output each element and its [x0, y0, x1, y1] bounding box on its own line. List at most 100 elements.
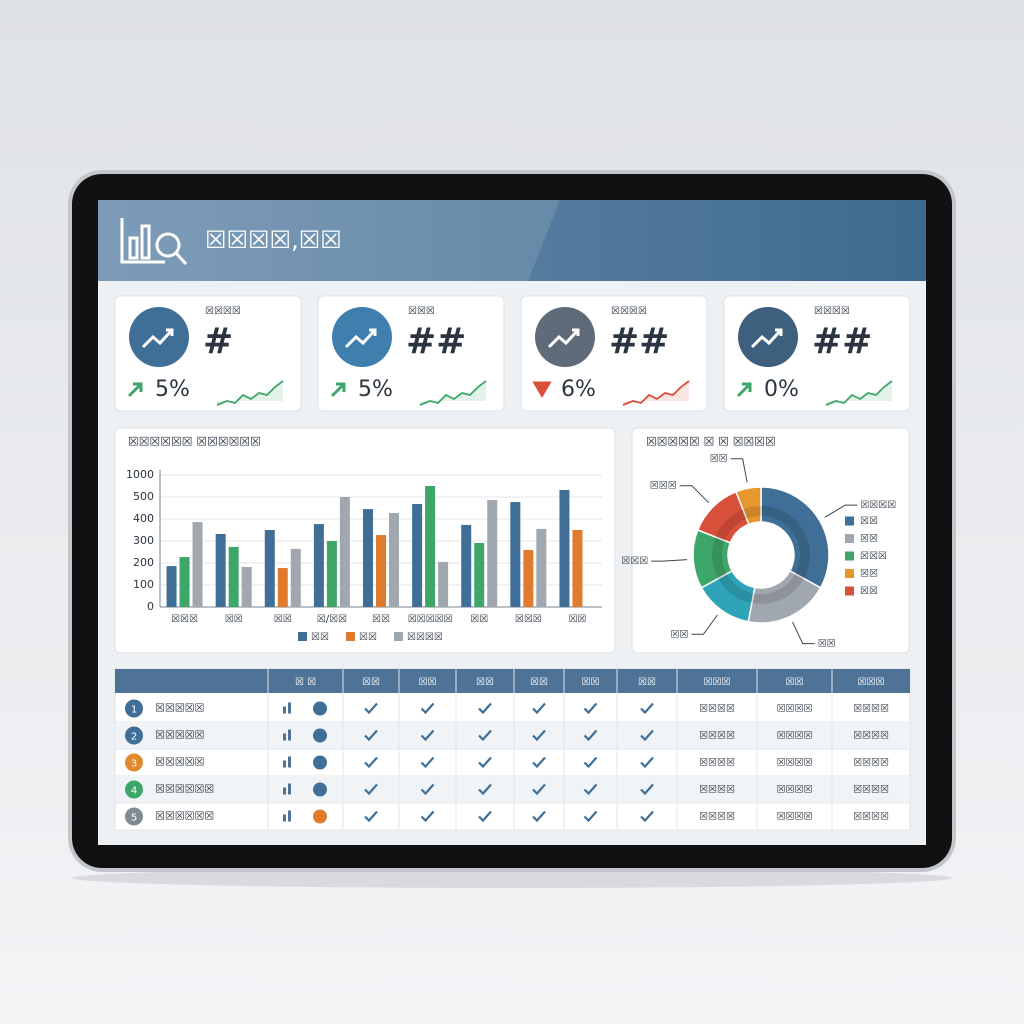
check-icon [532, 810, 546, 823]
rank-number: 2 [131, 732, 137, 743]
header-icon [120, 218, 188, 266]
table-header-cell: ☒☒☒ [858, 677, 885, 688]
y-tick-label: 200 [133, 556, 154, 569]
table-header-cell: ☒☒ [362, 677, 380, 688]
check-icon [640, 756, 654, 769]
legend-label: ☒☒ [860, 569, 878, 580]
row-name: ☒☒☒☒☒ [155, 702, 204, 715]
kpi-value: ## [812, 321, 872, 362]
check-icon [478, 729, 492, 742]
rank-badge [125, 699, 143, 718]
row-icon [288, 810, 291, 822]
legend-swatch [394, 632, 403, 641]
check-icon [478, 783, 492, 796]
table-header-cell: ☒☒ [530, 677, 548, 688]
x-tick-label: ☒☒ [568, 614, 586, 625]
legend-swatch [845, 569, 854, 578]
donut-label: ☒☒☒☒ [860, 500, 896, 511]
kpi-trend-arrow [736, 382, 752, 398]
check-icon [364, 783, 378, 796]
kpi-icon [738, 307, 798, 367]
kpi-trend-arrow [330, 382, 346, 398]
row-icon [283, 706, 286, 714]
donut-label: ☒☒ [818, 639, 836, 650]
check-icon [583, 810, 598, 823]
kpi-sparkline [825, 380, 893, 406]
table-header-cell: ☒☒ [476, 677, 494, 688]
check-icon [640, 810, 654, 823]
y-tick-label: 300 [133, 534, 154, 547]
donut-leader [824, 504, 858, 518]
row-name: ☒☒☒☒☒ [155, 756, 204, 769]
row-icon [283, 733, 286, 741]
check-icon [583, 783, 598, 796]
check-icon [364, 756, 378, 769]
table-header [115, 669, 910, 693]
check-icon [364, 702, 378, 715]
bar [241, 566, 252, 607]
kpi-sparkline-area [623, 381, 689, 405]
kpi-value: ## [406, 321, 466, 362]
donut-label: ☒☒☒ [621, 556, 648, 567]
check-icon [583, 702, 598, 715]
kpi-change: 6% [561, 377, 596, 402]
kpi-sparkline-area [217, 381, 283, 405]
check-icon [420, 810, 435, 823]
x-tick-label: ☒☒☒☒☒ [408, 614, 453, 625]
kpi-sparkline [216, 380, 284, 406]
table-cell: ☒☒☒☒ [853, 731, 889, 742]
table-cell: ☒☒☒☒ [777, 812, 813, 823]
bar [339, 497, 350, 607]
y-tick-label: 1000 [126, 468, 154, 481]
table-cell: ☒☒☒☒ [853, 812, 889, 823]
bar [438, 561, 449, 607]
bar [376, 535, 386, 607]
kpi-sparkline [419, 380, 487, 406]
bar [523, 550, 534, 607]
donut-segment [734, 486, 762, 526]
row-icon-pie [313, 809, 327, 824]
check-icon [420, 783, 435, 796]
bar [389, 513, 399, 607]
rank-badge [125, 780, 143, 799]
donut-leader [691, 614, 718, 635]
bar [572, 530, 583, 607]
table-cell: ☒☒☒☒ [699, 812, 735, 823]
table-row-stripe [116, 776, 909, 803]
bar [215, 533, 226, 607]
bar-title: ☒☒☒☒☒☒ ☒☒☒☒☒☒ [128, 435, 261, 449]
kpi-label: ☒☒☒☒ [611, 306, 647, 317]
row-icon [288, 756, 291, 768]
legend-swatch [845, 516, 854, 526]
rank-number: 4 [131, 786, 137, 797]
rank-badge [125, 807, 143, 826]
check-icon [420, 756, 435, 769]
table-header-cell: ☒☒☒ [704, 677, 731, 688]
bar [412, 504, 423, 607]
kpi-sparkline-area [420, 381, 486, 405]
check-icon [420, 702, 435, 715]
rank-number: 1 [131, 705, 137, 716]
check-icon [640, 702, 654, 715]
y-tick-label: 500 [133, 490, 154, 503]
rank-number: 3 [131, 759, 137, 770]
row-icon-pie [313, 755, 327, 770]
kpi-label: ☒☒☒ [408, 306, 435, 317]
check-icon [478, 810, 492, 823]
donut-leader [792, 621, 815, 645]
table-cell: ☒☒☒☒ [853, 704, 889, 715]
kpi-change: 0% [764, 377, 799, 402]
donut-label: ☒☒ [670, 629, 688, 640]
kpi-sparkline-area [826, 381, 892, 405]
row-icon-pie [313, 701, 327, 716]
row-name: ☒☒☒☒☒ [155, 729, 204, 742]
row-icon [283, 814, 286, 822]
bar [192, 522, 203, 607]
header-sheen [98, 200, 560, 281]
kpi-label: ☒☒☒☒ [205, 306, 241, 317]
donut-panel [631, 427, 910, 654]
legend-label: ☒☒ [359, 632, 377, 643]
donut-label: ☒☒ [710, 454, 728, 465]
kpi-change: 5% [155, 377, 190, 402]
